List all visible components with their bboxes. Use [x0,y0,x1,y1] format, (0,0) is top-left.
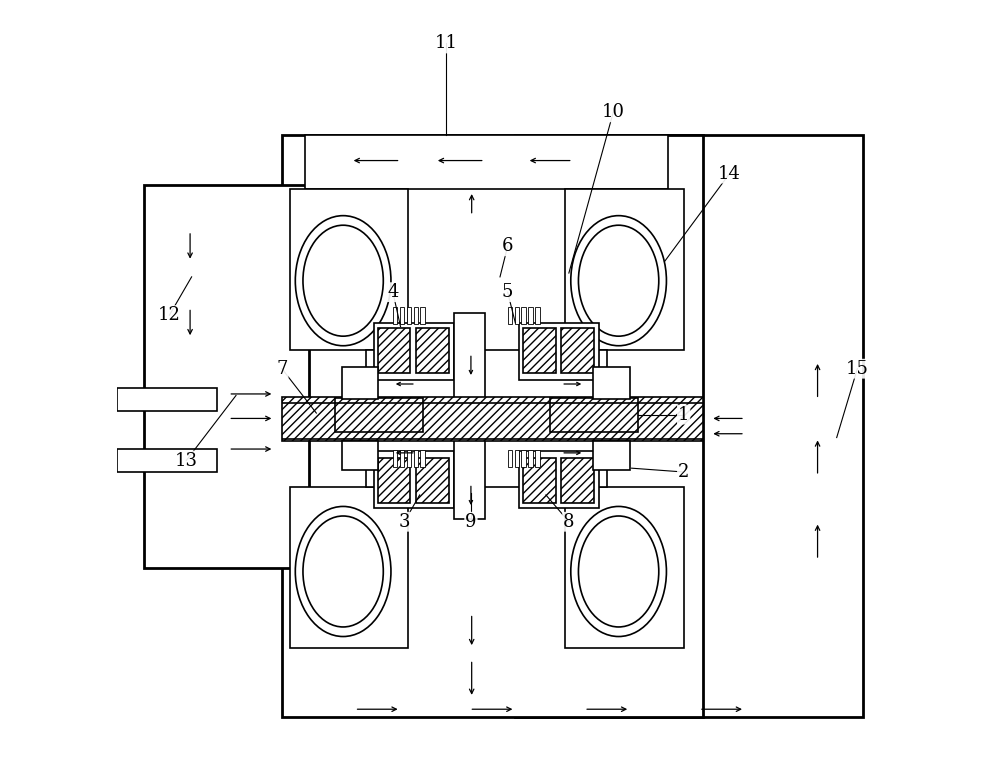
Bar [305,135,668,189]
Bar [550,398,638,432]
Bar [290,488,408,648]
Bar [528,307,533,324]
Text: 15: 15 [846,359,869,378]
Bar [144,185,309,568]
Bar [593,441,630,470]
Bar [521,307,526,324]
Bar [290,189,408,349]
Bar [400,450,404,467]
Bar [523,328,556,372]
Text: 5: 5 [502,283,513,301]
Text: 8: 8 [563,513,575,531]
Bar [335,398,423,432]
Text: 1: 1 [678,406,689,424]
Bar [378,328,410,372]
Bar [374,323,454,380]
Bar [414,307,418,324]
Bar [420,307,425,324]
Bar [523,458,556,502]
Text: 7: 7 [276,359,288,378]
Text: 14: 14 [718,164,741,183]
Bar [407,307,411,324]
Bar [508,450,512,467]
Bar [378,458,410,502]
Bar [420,450,425,467]
Bar [519,451,599,508]
Bar [565,488,684,648]
Bar [366,349,607,488]
Bar [117,388,217,411]
Text: 12: 12 [158,306,181,324]
Bar [528,450,533,467]
Bar [282,397,703,442]
Bar [515,135,863,717]
Text: 6: 6 [502,237,513,255]
Bar [535,307,540,324]
Text: 9: 9 [465,513,477,531]
Bar [454,432,485,519]
Bar [400,307,404,324]
Bar [374,451,454,508]
Bar [593,367,630,399]
Text: 11: 11 [435,35,458,52]
Bar [393,450,397,467]
Bar [407,450,411,467]
Bar [117,449,217,472]
Bar [414,450,418,467]
Text: 3: 3 [399,513,410,531]
Bar [282,135,703,717]
Bar [519,323,599,380]
Bar [416,328,449,372]
Bar [561,458,594,502]
Bar [508,307,512,324]
Bar [393,307,397,324]
Text: 4: 4 [387,283,399,301]
Bar [561,328,594,372]
Text: 10: 10 [602,104,625,121]
Bar [342,441,378,470]
Bar [454,313,485,401]
Text: 13: 13 [175,452,198,469]
Bar [515,307,519,324]
Bar [521,450,526,467]
Bar [416,458,449,502]
Bar [342,367,378,399]
Bar [515,450,519,467]
Bar [535,450,540,467]
Bar [565,189,684,349]
Text: 2: 2 [678,463,689,481]
